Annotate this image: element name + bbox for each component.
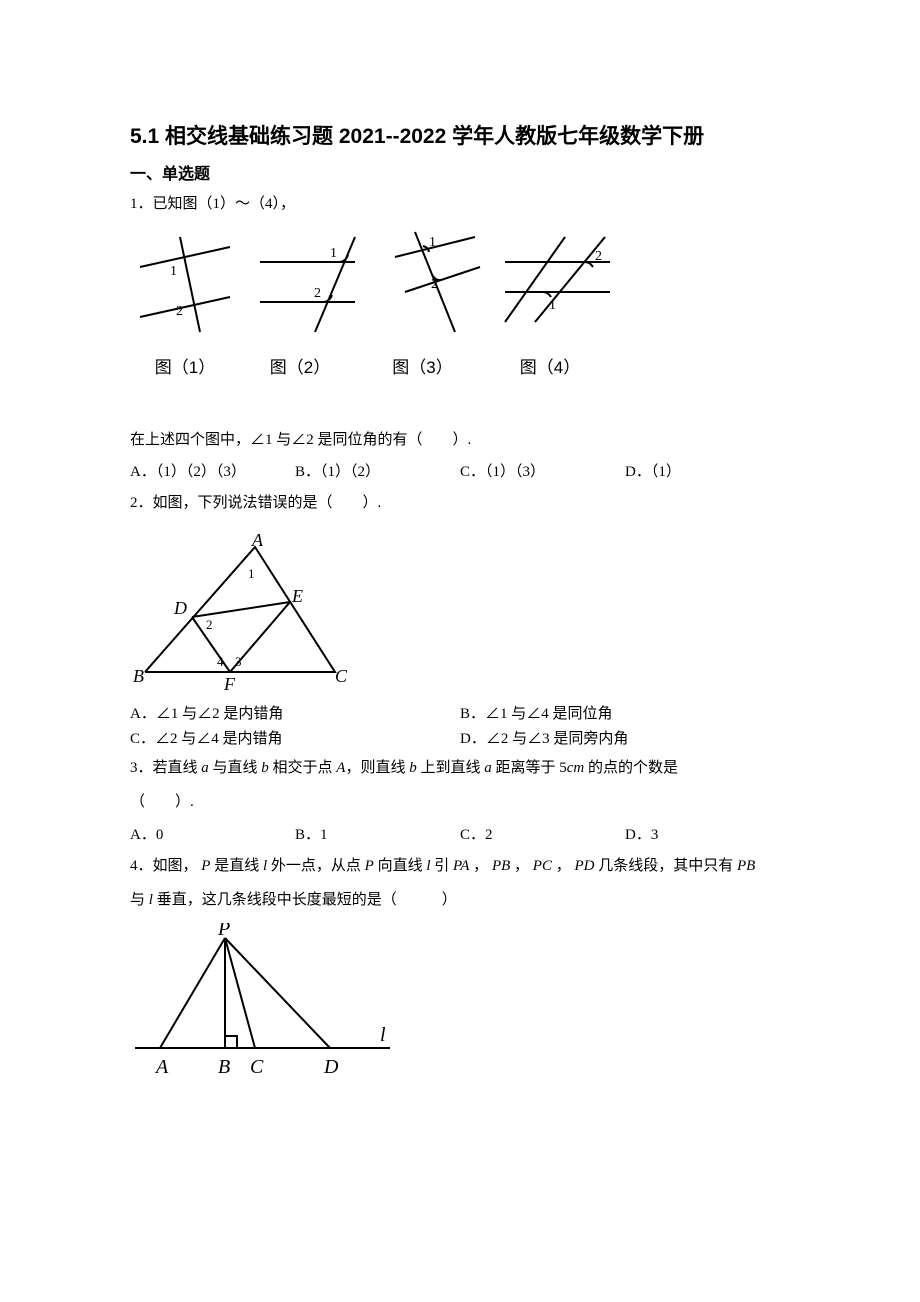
- q4-t0: 4．如图，: [130, 858, 201, 874]
- q4-t4: 引: [431, 858, 454, 874]
- q4-pc: PC: [533, 858, 552, 874]
- svg-text:4: 4: [217, 654, 224, 669]
- q2-choice-a: A．∠1 与∠2 是内错角: [130, 702, 460, 723]
- q3-choices: A．0 B．1 C．2 D．3: [130, 823, 790, 844]
- svg-text:D: D: [173, 598, 187, 618]
- svg-text:A: A: [251, 532, 264, 550]
- q4-line2: 与 l 垂直，这几条线段中长度最短的是（ ）: [130, 886, 790, 915]
- q3-choice-a: A．0: [130, 823, 295, 844]
- q4-svg: P A B C D l: [130, 923, 410, 1083]
- q2-choices-row1: A．∠1 与∠2 是内错角 B．∠1 与∠4 是同位角: [130, 702, 790, 723]
- svg-text:3: 3: [235, 654, 242, 669]
- q4-label-l: l: [380, 1024, 386, 1046]
- q3-choice-d: D．3: [625, 823, 790, 844]
- q4-t8: 几条线段，其中只有: [594, 858, 737, 874]
- q1-choice-c: C．（1）（3）: [460, 460, 625, 481]
- q4-label-b: B: [218, 1056, 230, 1078]
- q2-choice-d: D．∠2 与∠3 是同旁内角: [460, 727, 790, 748]
- q4-t5: ，: [469, 858, 492, 874]
- q4-t1: 是直线: [210, 858, 263, 874]
- q1-choice-a: A．（1）（2）（3）: [130, 460, 295, 481]
- q3-b2: b: [409, 760, 417, 776]
- q3-a: a: [201, 760, 209, 776]
- q3-a2: a: [484, 760, 492, 776]
- q4-label-d: D: [323, 1056, 339, 1078]
- q3-paren: （ ）.: [130, 788, 790, 817]
- q3-t3: 相交于点: [269, 760, 337, 776]
- q2-choices-row2: C．∠2 与∠4 是内错角 D．∠2 与∠3 是同旁内角: [130, 727, 790, 748]
- q1-figures: 1 2 1 2: [130, 227, 790, 378]
- svg-text:2: 2: [176, 304, 183, 319]
- q2-svg: 1 2 3 4 A B C D E F: [130, 532, 360, 692]
- q4-t10: 垂直，这几条线段中长度最短的是（ ）: [153, 892, 457, 908]
- q1-captions: 图（1） 图（2） 图（3） 图（4）: [130, 353, 630, 378]
- svg-text:1: 1: [170, 264, 177, 279]
- caption-3: 图（3）: [360, 353, 485, 378]
- svg-text:2: 2: [595, 249, 602, 264]
- section-header: 一、单选题: [130, 160, 790, 184]
- q4-t7: ，: [552, 858, 575, 874]
- q1-post: 在上述四个图中，∠1 与∠2 是同位角的有（ ）.: [130, 426, 790, 455]
- q4-t9: 与: [130, 892, 149, 908]
- q4-pb2: PB: [737, 858, 755, 874]
- q3-b: b: [261, 760, 269, 776]
- q4-pd: PD: [574, 858, 594, 874]
- q1-stem: 1．已知图（1）～（4），: [130, 190, 790, 219]
- svg-text:C: C: [335, 666, 348, 686]
- q3-choice-c: C．2: [460, 823, 625, 844]
- q2-choice-b: B．∠1 与∠4 是同位角: [460, 702, 790, 723]
- svg-text:1: 1: [549, 298, 556, 313]
- svg-text:2: 2: [431, 277, 438, 292]
- q4-label-a: A: [154, 1056, 169, 1078]
- q3-stem: 3．若直线 a 与直线 b 相交于点 A，则直线 b 上到直线 a 距离等于 5…: [130, 754, 790, 783]
- q4-p2: P: [365, 858, 374, 874]
- q4-figure: P A B C D l: [130, 923, 790, 1083]
- q4-t3: 向直线: [374, 858, 427, 874]
- page-title: 5.1 相交线基础练习题 2021--2022 学年人教版七年级数学下册: [130, 120, 790, 150]
- svg-text:2: 2: [314, 286, 321, 301]
- q1-choices: A．（1）（2）（3） B．（1）（2） C．（1）（3） D．（1）: [130, 460, 790, 481]
- q4-t6: ，: [510, 858, 533, 874]
- q3-t7: 的点的个数是: [584, 760, 678, 776]
- svg-text:1: 1: [330, 246, 337, 261]
- q1-choice-b: B．（1）（2）: [295, 460, 460, 481]
- caption-4: 图（4）: [485, 353, 615, 378]
- q4-pb: PB: [492, 858, 510, 874]
- caption-2: 图（2）: [240, 353, 360, 378]
- svg-text:E: E: [291, 586, 303, 606]
- q3-t4: ，则直线: [345, 760, 409, 776]
- q4-line1: 4．如图， P 是直线 l 外一点，从点 P 向直线 l 引 PA ， PB ，…: [130, 852, 790, 881]
- q4-pa: PA: [453, 858, 469, 874]
- q2-choice-c: C．∠2 与∠4 是内错角: [130, 727, 460, 748]
- svg-text:F: F: [223, 674, 236, 692]
- q2-figure: 1 2 3 4 A B C D E F: [130, 532, 790, 692]
- q4-label-c: C: [250, 1056, 264, 1078]
- q1-svg: 1 2 1 2: [130, 227, 630, 347]
- q3-t2: 与直线: [209, 760, 262, 776]
- q3-cm: cm: [567, 760, 585, 776]
- caption-1: 图（1）: [130, 353, 240, 378]
- q3-t1: 3．若直线: [130, 760, 201, 776]
- q4-label-p: P: [217, 923, 230, 940]
- q3-t6: 距离等于 5: [492, 760, 567, 776]
- q2-stem: 2．如图，下列说法错误的是（ ）.: [130, 489, 790, 518]
- svg-text:1: 1: [248, 566, 255, 581]
- q1-choice-d: D．（1）: [625, 460, 790, 481]
- svg-text:B: B: [133, 666, 144, 686]
- q3-t5: 上到直线: [417, 760, 485, 776]
- svg-text:1: 1: [429, 235, 436, 250]
- svg-text:2: 2: [206, 617, 213, 632]
- q4-t2: 外一点，从点: [267, 858, 365, 874]
- q3-choice-b: B．1: [295, 823, 460, 844]
